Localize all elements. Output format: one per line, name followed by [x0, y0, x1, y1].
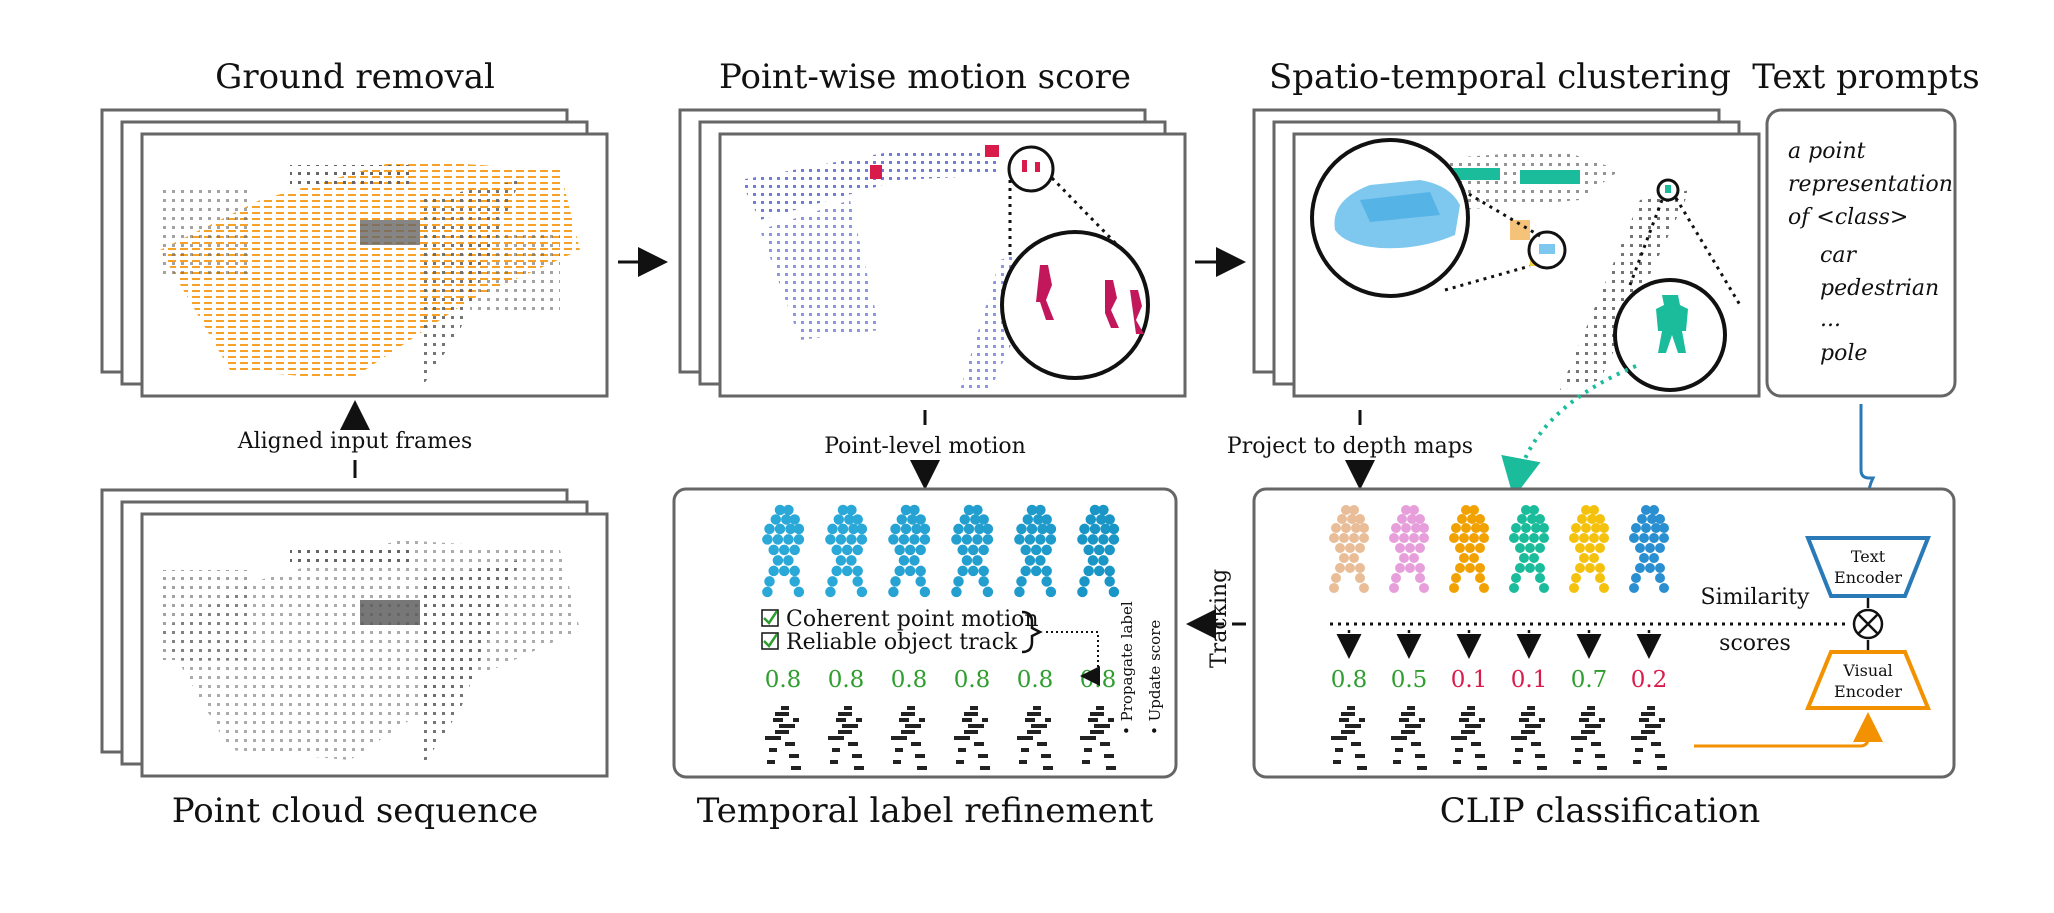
- text-encoder: [1805, 536, 1931, 598]
- visual-encoder-label-1: Visual: [1842, 661, 1893, 680]
- refinement-silhouette: [1017, 706, 1053, 770]
- clip-pedestrian-figure: [1509, 505, 1549, 593]
- refinement-silhouette: [828, 706, 864, 770]
- check-reliable-track: Reliable object track: [786, 630, 1018, 655]
- clip-scores: 0.8 0.5 0.1 0.1 0.7 0.2: [1331, 667, 1668, 693]
- clip-score: 0.7: [1571, 667, 1608, 693]
- clip-classification-box: 0.8 0.5 0.1 0.1 0.7 0.2 Similarity scores Tex…: [1252, 487, 1956, 779]
- clip-pedestrian-figure: [1629, 505, 1669, 593]
- text-encoder-label-1: Text: [1851, 547, 1886, 566]
- clip-pedestrian-figure: [1449, 505, 1489, 593]
- refinement-score: 0.8: [1017, 667, 1054, 693]
- text-prompts-box: a point representation of <class> car pe…: [1765, 108, 1957, 398]
- check-icon: [763, 633, 779, 648]
- clip-score: 0.1: [1511, 667, 1548, 693]
- arrow-depth-to-visual-encoder: [1694, 712, 1883, 748]
- label-tracking: Tracking: [1207, 569, 1232, 668]
- refinement-score: 0.8: [954, 667, 991, 693]
- title-point-cloud-sequence: Point cloud sequence: [172, 791, 538, 831]
- refinement-silhouette: [954, 706, 990, 770]
- clip-score: 0.5: [1391, 667, 1428, 693]
- title-text-prompts: Text prompts: [1752, 57, 1979, 97]
- clip-figures: [1329, 505, 1669, 593]
- clip-silhouette: [1391, 706, 1427, 770]
- clip-silhouette: [1451, 706, 1487, 770]
- clip-score: 0.2: [1631, 667, 1668, 693]
- prompt-class-pole: pole: [1820, 341, 1867, 366]
- clip-score: 0.1: [1451, 667, 1488, 693]
- refinement-score: 0.8: [828, 667, 865, 693]
- prompt-line-2: representation: [1788, 172, 1953, 197]
- prompt-line-3: of <class>: [1788, 205, 1908, 230]
- side-update-score: • Update score: [1146, 620, 1164, 735]
- refinement-pedestrian-figure: [825, 504, 868, 598]
- title-ground-removal: Ground removal: [215, 57, 495, 97]
- text-encoder-label-2: Encoder: [1834, 568, 1902, 587]
- propagate-arrow: [1046, 631, 1100, 686]
- side-propagate-label: • Propagate label: [1118, 601, 1136, 735]
- refinement-score: 0.8: [765, 667, 802, 693]
- prompt-class-ellipsis: ...: [1820, 307, 1841, 332]
- clip-silhouette: [1571, 706, 1607, 770]
- label-similarity: Similarity: [1701, 585, 1811, 610]
- label-scores: scores: [1719, 631, 1791, 656]
- clip-silhouette: [1331, 706, 1367, 770]
- clip-pedestrian-figure: [1569, 505, 1609, 593]
- clip-silhouette: [1511, 706, 1547, 770]
- point-cloud-sequence-frames: [100, 488, 609, 778]
- ground-removal-frames: [100, 108, 609, 398]
- refinement-figures: [762, 504, 1120, 598]
- title-motion-score: Point-wise motion score: [719, 57, 1131, 97]
- visual-encoder: [1805, 650, 1931, 710]
- clip-pedestrian-figure: [1329, 505, 1369, 593]
- temporal-refinement-box: 0.8 0.8 0.8 0.8 0.8 0.8 Coherent point motion…: [672, 487, 1178, 779]
- refinement-silhouette: [891, 706, 927, 770]
- refinement-scores: 0.8 0.8 0.8 0.8 0.8 0.8: [765, 667, 1117, 693]
- refinement-score: 0.8: [891, 667, 928, 693]
- label-point-level-motion: Point-level motion: [824, 434, 1026, 459]
- label-project-to-depth-maps: Project to depth maps: [1227, 434, 1473, 459]
- check-icon: [763, 610, 779, 625]
- refinement-silhouettes: [765, 706, 1116, 770]
- title-temporal-refinement: Temporal label refinement: [697, 791, 1154, 831]
- brace: [1021, 610, 1043, 654]
- label-aligned-input-frames: Aligned input frames: [237, 429, 473, 454]
- title-clip-classification: CLIP classification: [1440, 791, 1761, 831]
- refinement-silhouette: [1080, 706, 1116, 770]
- clip-pedestrian-figure: [1389, 505, 1429, 593]
- refinement-pedestrian-figure: [951, 504, 994, 598]
- prompt-class-car: car: [1820, 243, 1857, 268]
- arrow-teal-pedestrian: [1501, 364, 1637, 498]
- clip-silhouette: [1631, 706, 1667, 770]
- title-clustering: Spatio-temporal clustering: [1269, 57, 1731, 97]
- clip-silhouettes: [1331, 706, 1667, 770]
- refinement-pedestrian-figure: [762, 504, 805, 598]
- clustering-frames: [1252, 108, 1761, 398]
- refinement-pedestrian-figure: [1014, 504, 1057, 598]
- prompt-line-1: a point: [1788, 139, 1866, 164]
- check-coherent-motion: Coherent point motion: [786, 607, 1039, 632]
- visual-encoder-label-2: Encoder: [1834, 682, 1902, 701]
- clip-score: 0.8: [1331, 667, 1368, 693]
- refinement-pedestrian-figure: [888, 504, 931, 598]
- motion-score-frames: [678, 108, 1187, 398]
- prompt-class-pedestrian: pedestrian: [1820, 276, 1939, 301]
- refinement-silhouette: [765, 706, 801, 770]
- refinement-pedestrian-figure: [1077, 504, 1120, 598]
